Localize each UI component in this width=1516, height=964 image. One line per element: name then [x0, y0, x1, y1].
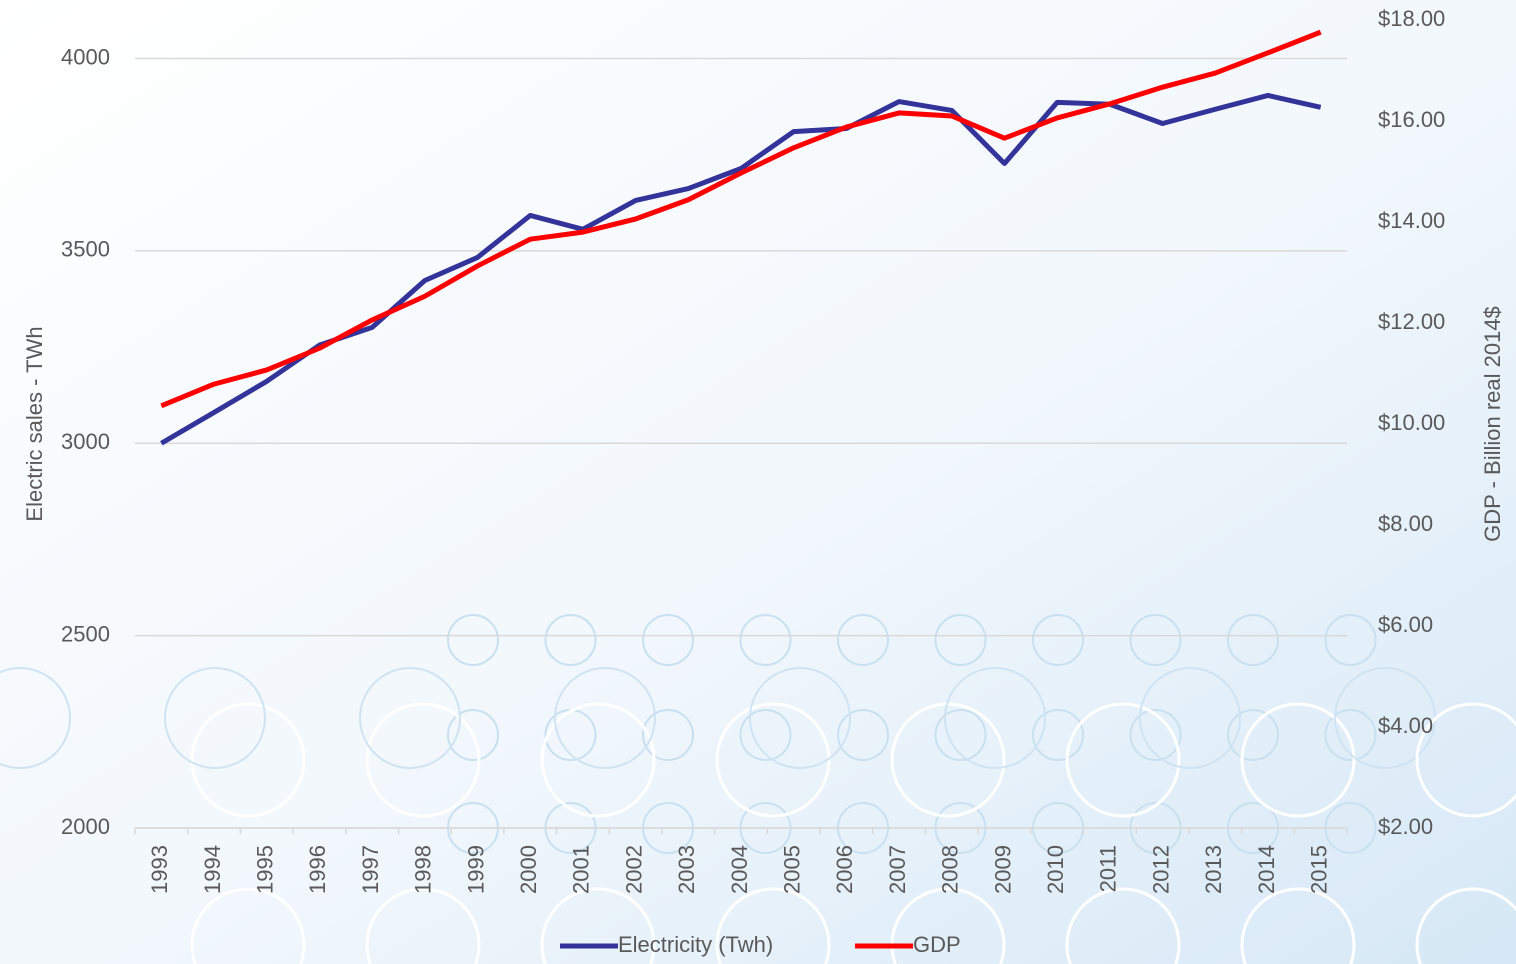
x-tick-label: 2010	[1043, 845, 1068, 894]
x-tick-label: 2004	[727, 845, 752, 894]
x-tick-label: 2015	[1306, 845, 1331, 894]
y-tick-label: 4000	[61, 44, 110, 69]
y-tick-label: 2000	[61, 814, 110, 839]
x-tick-label: 1997	[358, 845, 383, 894]
x-tick-label: 2000	[516, 845, 541, 894]
x-tick-label: 1993	[147, 845, 172, 894]
y2-tick-label: $8.00	[1378, 511, 1433, 536]
y-tick-label: 3500	[61, 237, 110, 262]
y2-axis-title: GDP - Billion real 2014$	[1480, 306, 1505, 542]
y2-tick-label: $14.00	[1378, 208, 1445, 233]
y2-tick-label: $16.00	[1378, 107, 1445, 132]
x-tick-label: 1995	[253, 845, 278, 894]
y-tick-label: 3000	[61, 429, 110, 454]
y-axis-title: Electric sales - TWh	[22, 326, 47, 521]
y2-tick-label: $6.00	[1378, 612, 1433, 637]
x-tick-label: 1998	[411, 845, 436, 894]
background	[0, 0, 1516, 964]
x-tick-label: 2007	[885, 845, 910, 894]
x-tick-label: 2008	[938, 845, 963, 894]
x-tick-label: 2009	[990, 845, 1015, 894]
x-tick-label: 2014	[1254, 845, 1279, 894]
x-tick-label: 1999	[463, 845, 488, 894]
x-tick-label: 2013	[1201, 845, 1226, 894]
legend-label: GDP	[913, 932, 961, 957]
legend-label: Electricity (Twh)	[618, 932, 773, 957]
chart: Electric sales - TWh GDP - Billion real …	[0, 0, 1516, 964]
y2-tick-label: $4.00	[1378, 713, 1433, 738]
y2-tick-label: $10.00	[1378, 410, 1445, 435]
y-tick-label: 2500	[61, 621, 110, 646]
x-tick-label: 2002	[621, 845, 646, 894]
x-tick-label: 2005	[780, 845, 805, 894]
x-tick-label: 2011	[1096, 845, 1121, 892]
x-tick-label: 2006	[832, 845, 857, 894]
x-tick-label: 2001	[569, 845, 594, 894]
y2-tick-label: $2.00	[1378, 814, 1433, 839]
x-tick-label: 1994	[200, 845, 225, 894]
x-tick-label: 2012	[1148, 845, 1173, 894]
x-tick-label: 1996	[305, 845, 330, 894]
y2-tick-label: $18.00	[1378, 6, 1445, 31]
y2-tick-label: $12.00	[1378, 309, 1445, 334]
x-tick-label: 2003	[674, 845, 699, 894]
